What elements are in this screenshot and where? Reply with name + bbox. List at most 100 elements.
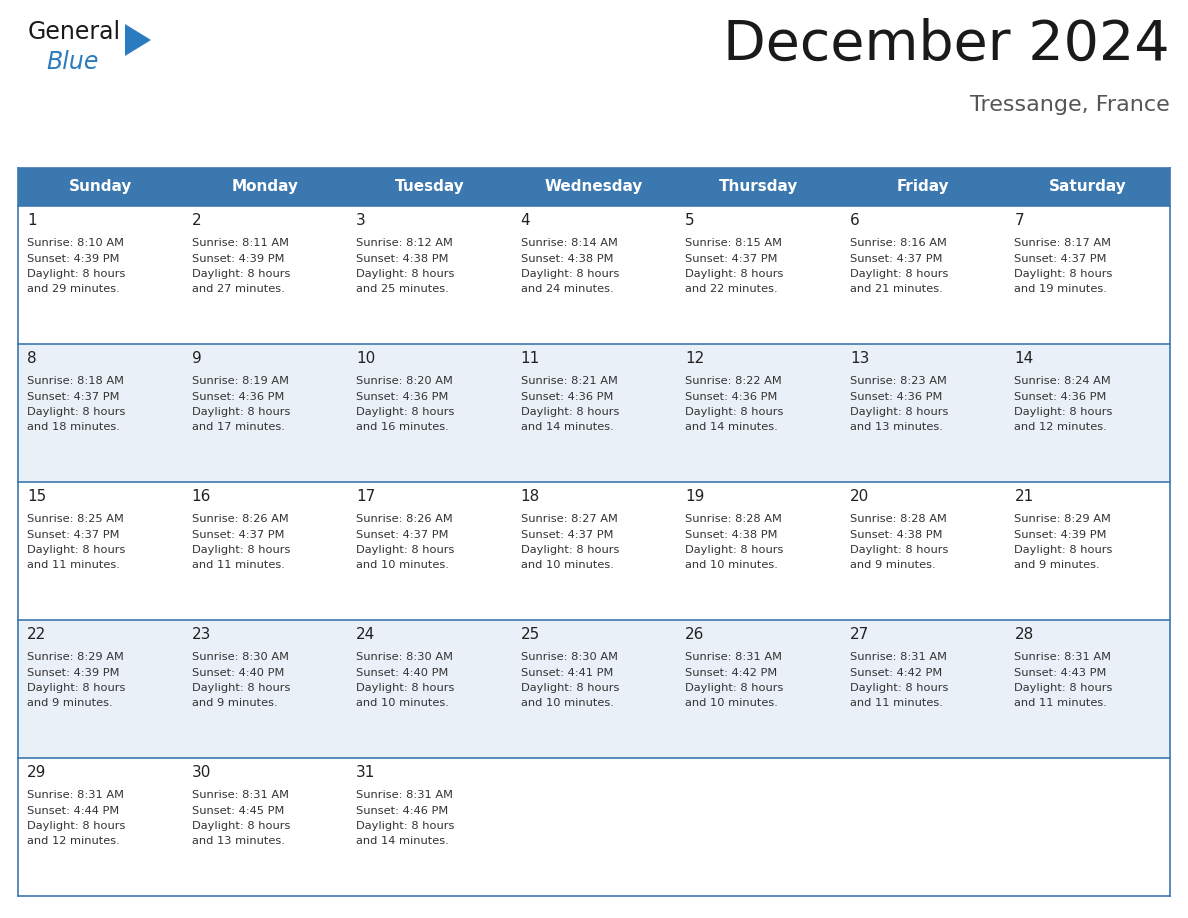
Bar xyxy=(183,206,347,344)
Text: and 18 minutes.: and 18 minutes. xyxy=(27,422,120,432)
Text: Sunset: 4:38 PM: Sunset: 4:38 PM xyxy=(520,253,613,263)
Text: 17: 17 xyxy=(356,489,375,504)
Text: Sunrise: 8:30 AM: Sunrise: 8:30 AM xyxy=(356,652,453,662)
Text: 9: 9 xyxy=(191,351,201,366)
Text: Daylight: 8 hours: Daylight: 8 hours xyxy=(27,407,126,417)
Text: Sunset: 4:39 PM: Sunset: 4:39 PM xyxy=(191,253,284,263)
Text: Sunrise: 8:28 AM: Sunrise: 8:28 AM xyxy=(685,514,782,524)
Text: 1: 1 xyxy=(27,213,37,228)
Text: 5: 5 xyxy=(685,213,695,228)
Text: 13: 13 xyxy=(849,351,870,366)
Text: Daylight: 8 hours: Daylight: 8 hours xyxy=(27,269,126,279)
Bar xyxy=(347,620,512,758)
Text: and 13 minutes.: and 13 minutes. xyxy=(849,422,943,432)
Text: 29: 29 xyxy=(27,765,46,780)
Text: Daylight: 8 hours: Daylight: 8 hours xyxy=(1015,683,1113,693)
Text: Sunset: 4:39 PM: Sunset: 4:39 PM xyxy=(1015,530,1107,540)
Text: Sunset: 4:43 PM: Sunset: 4:43 PM xyxy=(1015,667,1107,677)
Bar xyxy=(841,620,1005,758)
Text: Daylight: 8 hours: Daylight: 8 hours xyxy=(520,269,619,279)
Text: 28: 28 xyxy=(1015,627,1034,642)
Text: and 29 minutes.: and 29 minutes. xyxy=(27,285,120,295)
Text: Thursday: Thursday xyxy=(719,180,798,195)
Bar xyxy=(676,620,841,758)
Bar xyxy=(512,620,676,758)
Text: 23: 23 xyxy=(191,627,211,642)
Text: December 2024: December 2024 xyxy=(723,18,1170,72)
Text: Sunrise: 8:22 AM: Sunrise: 8:22 AM xyxy=(685,376,782,386)
Text: and 10 minutes.: and 10 minutes. xyxy=(685,561,778,570)
Text: Sunset: 4:38 PM: Sunset: 4:38 PM xyxy=(849,530,942,540)
Text: Sunset: 4:40 PM: Sunset: 4:40 PM xyxy=(191,667,284,677)
Text: and 16 minutes.: and 16 minutes. xyxy=(356,422,449,432)
Text: Sunrise: 8:29 AM: Sunrise: 8:29 AM xyxy=(1015,514,1111,524)
Text: Sunrise: 8:15 AM: Sunrise: 8:15 AM xyxy=(685,238,782,248)
Bar xyxy=(18,758,183,896)
Text: and 10 minutes.: and 10 minutes. xyxy=(356,561,449,570)
Text: Daylight: 8 hours: Daylight: 8 hours xyxy=(191,821,290,831)
Text: and 9 minutes.: and 9 minutes. xyxy=(191,699,277,709)
Text: 3: 3 xyxy=(356,213,366,228)
Text: Sunrise: 8:20 AM: Sunrise: 8:20 AM xyxy=(356,376,453,386)
Bar xyxy=(1005,758,1170,896)
Text: Daylight: 8 hours: Daylight: 8 hours xyxy=(520,545,619,555)
Text: and 14 minutes.: and 14 minutes. xyxy=(520,422,613,432)
Text: Daylight: 8 hours: Daylight: 8 hours xyxy=(191,269,290,279)
Text: and 14 minutes.: and 14 minutes. xyxy=(356,836,449,846)
Text: Sunset: 4:44 PM: Sunset: 4:44 PM xyxy=(27,805,119,815)
Bar xyxy=(1005,620,1170,758)
Text: 25: 25 xyxy=(520,627,541,642)
Text: 22: 22 xyxy=(27,627,46,642)
Bar xyxy=(347,344,512,482)
Text: Daylight: 8 hours: Daylight: 8 hours xyxy=(27,683,126,693)
Text: and 11 minutes.: and 11 minutes. xyxy=(1015,699,1107,709)
Text: Sunrise: 8:23 AM: Sunrise: 8:23 AM xyxy=(849,376,947,386)
Text: Sunrise: 8:31 AM: Sunrise: 8:31 AM xyxy=(356,790,453,800)
Bar xyxy=(183,344,347,482)
Bar xyxy=(512,344,676,482)
Text: Daylight: 8 hours: Daylight: 8 hours xyxy=(191,545,290,555)
Text: Sunset: 4:36 PM: Sunset: 4:36 PM xyxy=(1015,391,1107,401)
Text: Sunset: 4:37 PM: Sunset: 4:37 PM xyxy=(356,530,449,540)
Text: Sunrise: 8:11 AM: Sunrise: 8:11 AM xyxy=(191,238,289,248)
Text: Sunrise: 8:31 AM: Sunrise: 8:31 AM xyxy=(191,790,289,800)
Text: and 22 minutes.: and 22 minutes. xyxy=(685,285,778,295)
Text: 21: 21 xyxy=(1015,489,1034,504)
Text: General: General xyxy=(29,20,121,44)
Bar xyxy=(18,482,183,620)
Text: Daylight: 8 hours: Daylight: 8 hours xyxy=(191,683,290,693)
Text: Sunset: 4:37 PM: Sunset: 4:37 PM xyxy=(1015,253,1107,263)
Text: Sunset: 4:37 PM: Sunset: 4:37 PM xyxy=(685,253,778,263)
Text: Daylight: 8 hours: Daylight: 8 hours xyxy=(356,683,455,693)
Text: Daylight: 8 hours: Daylight: 8 hours xyxy=(356,545,455,555)
Text: Sunrise: 8:27 AM: Sunrise: 8:27 AM xyxy=(520,514,618,524)
Text: 20: 20 xyxy=(849,489,870,504)
Text: Sunrise: 8:31 AM: Sunrise: 8:31 AM xyxy=(849,652,947,662)
Text: and 21 minutes.: and 21 minutes. xyxy=(849,285,942,295)
Text: and 9 minutes.: and 9 minutes. xyxy=(1015,561,1100,570)
Text: Sunset: 4:37 PM: Sunset: 4:37 PM xyxy=(27,391,120,401)
Text: and 11 minutes.: and 11 minutes. xyxy=(849,699,943,709)
Text: and 10 minutes.: and 10 minutes. xyxy=(520,561,613,570)
Text: Sunrise: 8:28 AM: Sunrise: 8:28 AM xyxy=(849,514,947,524)
Text: and 27 minutes.: and 27 minutes. xyxy=(191,285,284,295)
Text: Daylight: 8 hours: Daylight: 8 hours xyxy=(191,407,290,417)
Text: Sunrise: 8:25 AM: Sunrise: 8:25 AM xyxy=(27,514,124,524)
Text: Tuesday: Tuesday xyxy=(394,180,465,195)
Text: Sunrise: 8:29 AM: Sunrise: 8:29 AM xyxy=(27,652,124,662)
Bar xyxy=(512,758,676,896)
Text: Sunrise: 8:16 AM: Sunrise: 8:16 AM xyxy=(849,238,947,248)
Text: and 24 minutes.: and 24 minutes. xyxy=(520,285,613,295)
Text: Sunset: 4:37 PM: Sunset: 4:37 PM xyxy=(849,253,942,263)
Text: 14: 14 xyxy=(1015,351,1034,366)
Text: 2: 2 xyxy=(191,213,201,228)
Text: Blue: Blue xyxy=(46,50,99,74)
Text: Sunrise: 8:26 AM: Sunrise: 8:26 AM xyxy=(356,514,453,524)
Bar xyxy=(347,482,512,620)
Text: and 12 minutes.: and 12 minutes. xyxy=(27,836,120,846)
Bar xyxy=(18,168,1170,206)
Text: and 11 minutes.: and 11 minutes. xyxy=(27,561,120,570)
Text: 30: 30 xyxy=(191,765,211,780)
Text: Sunday: Sunday xyxy=(69,180,132,195)
Text: Daylight: 8 hours: Daylight: 8 hours xyxy=(849,407,948,417)
